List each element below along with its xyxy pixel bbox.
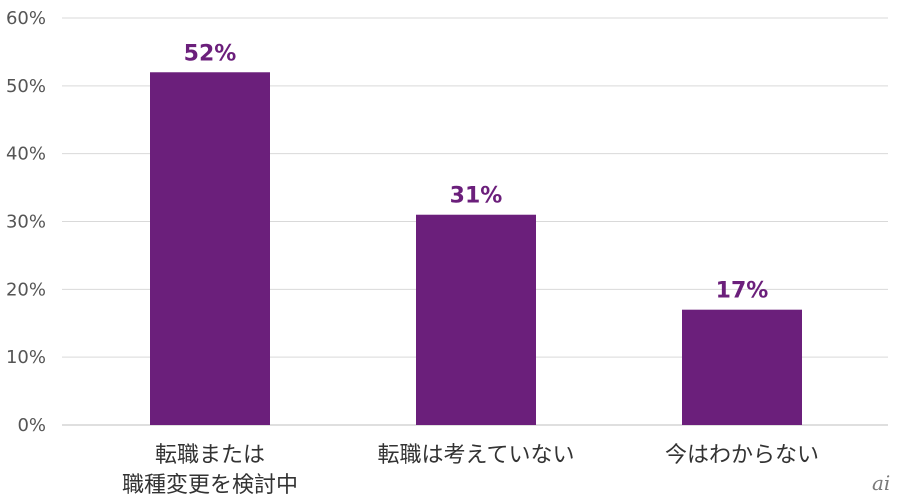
data-label: 17% — [716, 279, 769, 304]
x-category-label: 転職または — [155, 443, 265, 468]
bar — [150, 72, 270, 426]
y-axis-ticks: 0% 10% 20% 30% 40% 50% 60% — [6, 8, 46, 436]
bar — [682, 309, 802, 425]
bars — [150, 72, 802, 426]
ai-logo: ai — [872, 471, 890, 495]
y-tick-label: 20% — [6, 279, 46, 300]
y-tick-label: 60% — [6, 8, 46, 29]
x-category-label: 職種変更を検討中 — [122, 473, 298, 498]
data-label: 31% — [450, 184, 503, 209]
data-labels: 52% 31% 17% — [184, 41, 769, 303]
data-label: 52% — [184, 41, 237, 66]
y-tick-label: 30% — [6, 212, 46, 233]
x-category-label: 今はわからない — [665, 443, 819, 468]
y-tick-label: 40% — [6, 144, 46, 165]
y-tick-label: 0% — [17, 415, 46, 436]
x-category-label: 転職は考えていない — [378, 443, 575, 468]
y-tick-label: 50% — [6, 76, 46, 97]
y-tick-label: 10% — [6, 347, 46, 368]
bar — [416, 214, 536, 425]
